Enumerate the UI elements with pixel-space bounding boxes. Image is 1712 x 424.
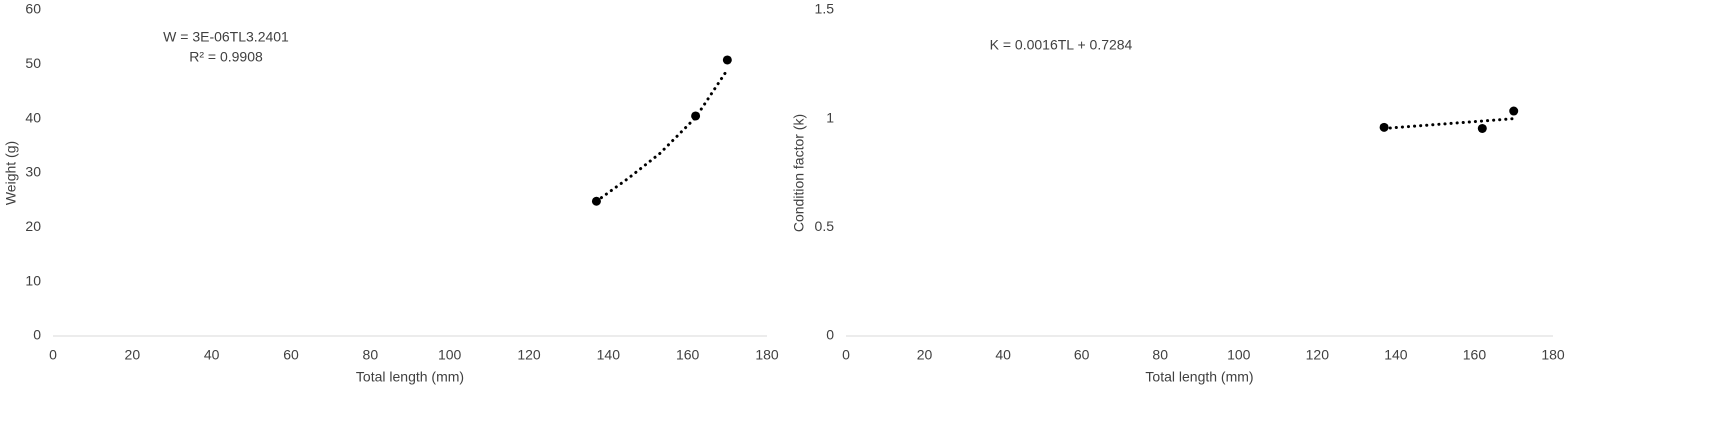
x-tick-label: 100 — [438, 347, 462, 363]
y-tick-label: 10 — [25, 272, 41, 288]
annotation: W = 3E-06TL3.2401 — [163, 29, 289, 45]
x-axis-title: Total length (mm) — [1145, 369, 1253, 385]
x-tick-label: 60 — [283, 347, 299, 363]
y-axis-title: Condition factor (k) — [791, 114, 807, 232]
x-tick-label: 0 — [842, 347, 850, 363]
x-tick-label: 0 — [49, 347, 57, 363]
y-tick-label: 0.5 — [815, 218, 835, 234]
x-tick-label: 140 — [597, 347, 621, 363]
y-tick-label: 40 — [25, 109, 41, 125]
data-point — [1509, 106, 1519, 116]
y-tick-label: 30 — [25, 164, 41, 180]
y-tick-label: 0 — [33, 327, 41, 343]
y-tick-label: 1.5 — [815, 1, 835, 17]
trendline — [1382, 117, 1516, 130]
y-tick-label: 20 — [25, 218, 41, 234]
data-point — [591, 196, 601, 206]
y-tick-label: 1 — [826, 109, 834, 125]
data-point — [722, 55, 732, 65]
x-tick-label: 40 — [204, 347, 220, 363]
x-tick-label: 180 — [1541, 347, 1565, 363]
x-tick-label: 80 — [1152, 347, 1168, 363]
x-tick-label: 20 — [125, 347, 141, 363]
x-tick-label: 120 — [517, 347, 541, 363]
annotation: K = 0.0016TL + 0.7284 — [990, 37, 1133, 53]
x-tick-label: 120 — [1306, 347, 1330, 363]
x-tick-label: 160 — [676, 347, 700, 363]
x-tick-label: 20 — [917, 347, 933, 363]
annotation: R² = 0.9908 — [189, 49, 263, 65]
x-tick-label: 140 — [1384, 347, 1408, 363]
x-tick-label: 100 — [1227, 347, 1251, 363]
x-axis-title: Total length (mm) — [356, 369, 464, 385]
x-tick-label: 80 — [363, 347, 379, 363]
x-tick-label: 160 — [1463, 347, 1487, 363]
x-tick-label: 40 — [995, 347, 1011, 363]
x-tick-label: 180 — [755, 347, 779, 363]
y-tick-label: 50 — [25, 55, 41, 71]
data-point — [691, 111, 701, 121]
data-point — [1477, 123, 1487, 133]
y-tick-label: 0 — [826, 327, 834, 343]
data-point — [1379, 122, 1389, 132]
y-axis-title: Weight (g) — [3, 141, 19, 205]
y-tick-label: 60 — [25, 1, 41, 17]
x-tick-label: 60 — [1074, 347, 1090, 363]
trendline — [594, 68, 729, 203]
